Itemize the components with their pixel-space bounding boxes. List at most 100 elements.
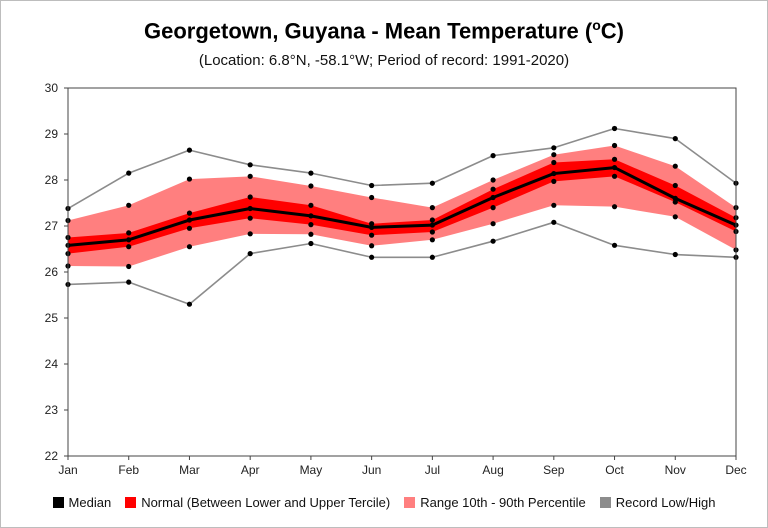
percentile-90th-point <box>611 142 618 149</box>
percentile-90th-point <box>369 194 375 201</box>
percentile-90th-point <box>186 176 193 182</box>
upper-tercile-point <box>186 210 193 216</box>
record-low-point <box>308 240 314 247</box>
median-line <box>67 166 737 247</box>
x-tick-label: Oct <box>605 463 624 477</box>
x-tick-label: Feb <box>118 463 139 477</box>
percentile-90th-point <box>490 177 496 183</box>
upper-tercile-point <box>247 194 253 200</box>
lower-tercile-point <box>611 173 618 179</box>
record-low-point <box>551 219 557 225</box>
median-point <box>611 164 618 171</box>
median-point <box>429 222 435 228</box>
percentile-90th-point <box>247 173 253 179</box>
record-high-point <box>308 170 314 176</box>
median-point <box>126 237 132 243</box>
x-tick-label: Jun <box>362 463 381 477</box>
legend-item-normal: Normal (Between Lower and Upper Tercile) <box>125 495 390 510</box>
legend-label-record: Record Low/High <box>615 495 716 510</box>
x-tick-label: May <box>300 463 323 477</box>
record-low-point <box>247 251 253 257</box>
lower-tercile-point <box>126 244 132 250</box>
legend-item-record: Record Low/High <box>599 495 716 510</box>
percentile-10th-point <box>126 263 132 270</box>
median-point <box>551 170 557 177</box>
x-tick-label: Sep <box>543 463 565 477</box>
median-point <box>672 195 678 201</box>
lower-tercile-point <box>429 229 435 235</box>
upper-tercile-point <box>611 156 618 162</box>
upper-tercile-point <box>672 182 678 189</box>
median-point <box>247 205 253 212</box>
upper-tercile-point <box>126 230 132 236</box>
record-high-point <box>611 125 618 132</box>
median-point <box>369 224 375 230</box>
legend-swatch-normal <box>125 497 137 508</box>
record-low-point <box>369 254 375 260</box>
record-high-point <box>551 145 557 151</box>
normal-tercile-band <box>68 159 736 254</box>
lower-tercile-point <box>369 232 375 238</box>
record-high-point <box>490 153 496 159</box>
x-tick-label: Jul <box>425 463 440 477</box>
percentile-90th-point <box>126 202 132 208</box>
chart-title-text: Georgetown, Guyana - Mean Temperature ( <box>143 18 593 44</box>
lower-tercile-point <box>186 225 193 231</box>
y-tick-label: 22 <box>45 449 59 463</box>
x-tick-label: Dec <box>725 463 746 477</box>
y-tick-label: 28 <box>45 173 59 187</box>
lower-tercile-point <box>672 199 678 205</box>
record-low-point <box>126 279 132 285</box>
record-high-point <box>186 147 193 153</box>
record-low-point <box>611 242 618 248</box>
lower-tercile-point <box>247 215 253 221</box>
percentile-10th-point <box>429 237 435 243</box>
percentile-10th-point <box>186 244 193 250</box>
percentile-10th-point <box>611 204 618 210</box>
record-low-point <box>429 254 435 260</box>
legend-swatch-range <box>404 497 416 508</box>
percentile-10th-point <box>551 202 557 208</box>
upper-tercile-point <box>490 186 496 192</box>
legend-label-normal: Normal (Between Lower and Upper Tercile) <box>141 495 391 510</box>
y-tick-label: 26 <box>45 265 59 279</box>
lower-tercile-point <box>551 178 557 184</box>
median-point <box>490 194 496 201</box>
plot-area-border <box>67 87 737 457</box>
x-tick-label: Mar <box>179 463 200 477</box>
record-high-point <box>369 182 375 189</box>
x-tick-label: Jan <box>58 463 77 477</box>
y-tick-label: 24 <box>45 357 59 371</box>
percentile-90th-point <box>308 183 314 189</box>
record-low-point <box>186 301 193 307</box>
chart-subtitle: (Location: 6.8°N, -58.1°W; Period of rec… <box>198 52 570 69</box>
percentile-10th-point <box>247 231 253 237</box>
record-low-line <box>67 221 737 306</box>
y-tick-label: 25 <box>45 311 59 325</box>
record-high-line <box>67 127 737 210</box>
legend-item-median: Median <box>52 495 111 510</box>
record-low-point <box>490 238 496 244</box>
percentile-10th-point <box>490 221 496 227</box>
lower-tercile-point <box>490 205 496 211</box>
chart-title-degree: o <box>592 17 601 33</box>
upper-tercile-point <box>551 159 557 166</box>
upper-tercile-point <box>308 202 314 208</box>
chart-title-suffix: C) <box>600 18 624 44</box>
y-tick-label: 23 <box>45 403 59 417</box>
legend-swatch-record <box>599 497 611 508</box>
record-high-point <box>247 162 253 168</box>
percentile-90th-point <box>429 205 435 211</box>
percentile-90th-point <box>551 152 557 158</box>
x-tick-label: Aug <box>482 463 503 477</box>
y-tick-label: 30 <box>45 81 59 95</box>
record-high-point <box>672 136 678 142</box>
legend-item-range: Range 10th - 90th Percentile <box>404 495 586 510</box>
median-point <box>186 217 193 223</box>
x-tick-label: Apr <box>241 463 260 477</box>
percentile-10th-point <box>308 231 314 237</box>
median-point <box>308 213 314 219</box>
chart-title: Georgetown, Guyana - Mean Temperature (o… <box>1 17 767 44</box>
y-tick-label: 29 <box>45 127 59 141</box>
